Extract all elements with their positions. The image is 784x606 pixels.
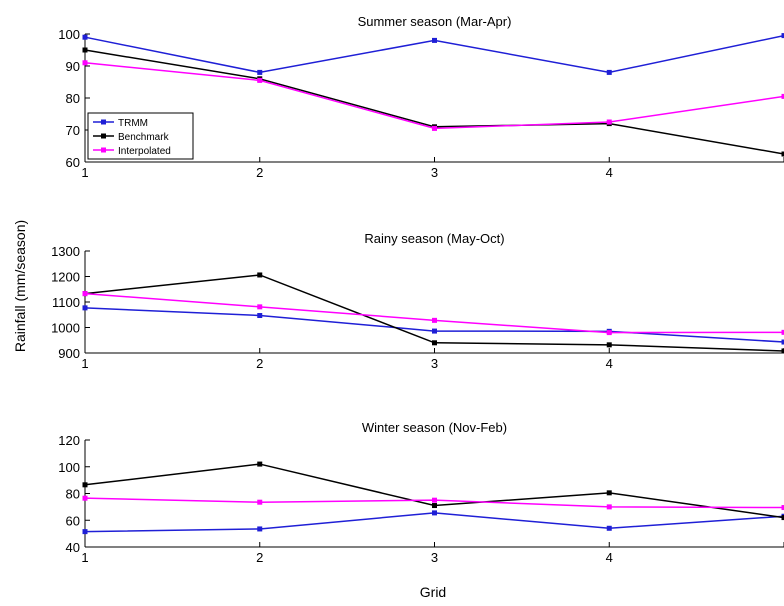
data-point-trmm [82, 34, 88, 40]
legend: TRMM Benchmark Interpolated [87, 112, 194, 160]
series-benchmark [82, 461, 784, 521]
data-point-interpolated [82, 495, 88, 501]
series-interpolated [82, 291, 784, 336]
x-tick-label: 2 [256, 550, 263, 565]
y-tick-label: 120 [58, 433, 80, 448]
data-point-trmm [606, 525, 612, 531]
data-point-trmm [606, 69, 612, 75]
data-point-benchmark [606, 490, 612, 496]
series-interpolated [82, 495, 784, 511]
y-tick-label: 70 [66, 123, 80, 138]
data-point-benchmark [781, 151, 784, 157]
data-point-interpolated [606, 330, 612, 336]
x-tick-label: 3 [431, 356, 438, 371]
legend-swatch-marker [101, 119, 106, 125]
data-point-trmm [432, 328, 437, 334]
data-point-benchmark [257, 461, 263, 467]
panel-2: Rainy season (May-Oct) 900 1000 1100 1200 130… [51, 231, 784, 371]
x-tick-label: 4 [606, 165, 613, 180]
data-point-benchmark [82, 47, 88, 53]
panel-1: Summer season (Mar-Apr)6070809010012345T… [58, 14, 784, 180]
series-line-trmm [84, 307, 784, 343]
x-axis-label: Grid [420, 584, 446, 600]
data-point-trmm [781, 339, 784, 345]
data-point-interpolated [781, 505, 784, 511]
legend-label: Interpolated [118, 146, 171, 157]
y-tick-label: 60 [66, 155, 80, 170]
x-tick-label: 4 [606, 550, 613, 565]
x-tick-label: 3 [431, 165, 438, 180]
series-line-benchmark [84, 463, 784, 519]
data-point-benchmark [606, 342, 612, 348]
y-tick-label: 100 [58, 460, 80, 475]
y-tick-label: 40 [66, 540, 80, 555]
y-tick-label: 900 [58, 346, 80, 361]
data-point-interpolated [781, 93, 784, 99]
x-tick-label: 4 [606, 356, 613, 371]
series-trmm [82, 305, 784, 345]
series-interpolated [82, 60, 784, 131]
x-tick-label: 2 [256, 165, 263, 180]
data-point-interpolated [432, 317, 437, 323]
data-point-interpolated [432, 125, 437, 131]
data-point-trmm [781, 33, 784, 39]
data-point-interpolated [606, 504, 612, 510]
data-point-benchmark [781, 348, 784, 354]
y-tick-label: 90 [66, 59, 80, 74]
y-tick-label: 100 [58, 27, 80, 42]
y-axis-label: Rainfall (mm/season) [12, 220, 28, 352]
data-point-trmm [257, 313, 263, 319]
y-tick-label: 80 [66, 487, 80, 502]
y-tick-label: 60 [66, 513, 80, 528]
data-point-interpolated [781, 329, 784, 335]
x-tick-label: 1 [81, 550, 88, 565]
data-point-benchmark [82, 482, 88, 488]
data-point-interpolated [432, 497, 437, 503]
y-tick-label: 1000 [51, 321, 80, 336]
x-tick-label: 3 [431, 550, 438, 565]
data-point-interpolated [257, 499, 263, 505]
series-trmm [82, 33, 784, 75]
data-point-benchmark [781, 515, 784, 521]
data-point-interpolated [257, 304, 263, 310]
panel-title: Winter season (Nov-Feb) [362, 420, 507, 435]
panel-3: Winter season (Nov-Feb)40608010012012345 [58, 420, 784, 565]
legend-label: TRMM [118, 118, 148, 129]
y-tick-label: 1200 [51, 270, 80, 285]
data-point-interpolated [82, 60, 88, 66]
x-tick-label: 1 [81, 165, 88, 180]
legend-label: Benchmark [118, 132, 170, 143]
x-tick-label: 1 [81, 356, 88, 371]
data-point-benchmark [257, 272, 263, 278]
data-point-interpolated [82, 291, 88, 297]
series-trmm [82, 510, 784, 535]
legend-swatch-marker [101, 147, 106, 153]
data-point-benchmark [432, 340, 437, 346]
data-point-interpolated [257, 77, 263, 83]
y-tick-label: 80 [66, 91, 80, 106]
panel-title: Rainy season (May-Oct) [364, 231, 504, 246]
data-point-interpolated [606, 119, 612, 125]
data-point-trmm [82, 305, 88, 311]
y-tick-label: 1300 [51, 244, 80, 259]
panel-title: Summer season (Mar-Apr) [358, 14, 512, 29]
x-tick-label: 2 [256, 356, 263, 371]
series-line-trmm [84, 512, 784, 533]
data-point-trmm [82, 529, 88, 535]
data-point-trmm [257, 69, 263, 75]
data-point-trmm [257, 526, 263, 532]
y-tick-label: 1100 [52, 295, 80, 310]
data-point-trmm [432, 510, 437, 516]
legend-swatch-marker [101, 133, 106, 139]
data-point-benchmark [432, 503, 437, 509]
data-point-trmm [432, 37, 437, 43]
